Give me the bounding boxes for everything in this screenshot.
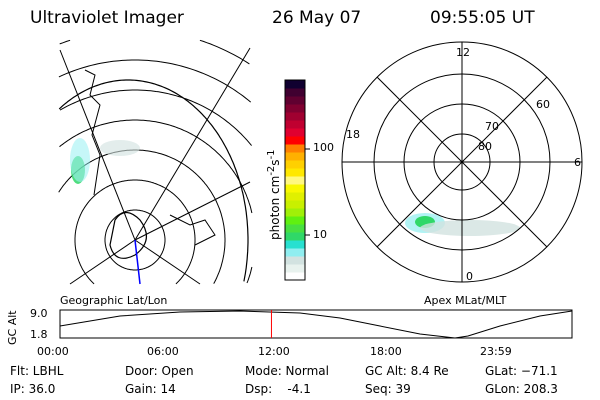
colorbar-swatch [285,112,305,121]
dsp: Dsp: -4.1 [245,382,311,396]
colorbar [285,80,305,281]
colorbar-tick: 100 [313,141,334,154]
y-tick: 1.8 [30,328,48,341]
door: Door: Open [125,364,194,378]
latitude-circle [58,59,252,103]
filter: Flt: LBHL [10,364,64,378]
lat-label: 70 [485,120,499,133]
colorbar-swatch [285,216,305,225]
colorbar-swatch [285,256,305,265]
latitude-circle [74,179,196,285]
colorbar-swatch [285,128,305,137]
latitude-circle [59,39,250,65]
gc-alt: GC Alt: 8.4 Re [365,364,449,378]
aurora-geo [70,138,140,184]
colorbar-swatch [285,144,305,153]
geographic-map [58,39,253,285]
aurora-polar [405,213,520,236]
colorbar-tick: 10 [313,228,327,241]
colorbar-label: photon cm-2s-1 [266,149,282,240]
colorbar-swatch [285,136,305,145]
lat-label: 80 [478,140,492,153]
glat: GLat: −71.1 [485,364,558,378]
coastline [84,69,216,246]
colorbar-swatch [285,200,305,209]
mode: Mode: Normal [245,364,329,378]
x-tick: 18:00 [370,345,402,358]
colorbar-swatch [285,240,305,249]
ip: IP: 36.0 [10,382,56,396]
x-tick: 06:00 [147,345,179,358]
colorbar-swatch [285,152,305,161]
limb-outline [58,79,249,282]
colorbar-swatch [285,168,305,177]
colorbar-swatch [285,272,305,281]
colorbar-swatch [285,264,305,273]
colorbar-swatch [285,176,305,185]
instrument-title: Ultraviolet Imager [30,8,184,28]
geographic-label: Geographic Lat/Lon [60,294,168,307]
timeline-ylabel: GC Alt [6,310,19,345]
x-tick: 00:00 [37,345,69,358]
mlt-label: 6 [574,156,581,169]
colorbar-swatch [285,248,305,257]
antarctica-coast [109,211,147,259]
satellite-track [134,239,141,285]
colorbar-swatch [285,104,305,113]
colorbar-swatch [285,232,305,241]
mlt-label: 12 [456,46,470,59]
date: 26 May 07 [272,8,362,28]
x-tick: 12:00 [258,345,290,358]
polar-plot [341,41,583,283]
colorbar-swatch [285,184,305,193]
y-tick: 9.0 [30,307,48,320]
x-tick: 23:59 [480,345,512,358]
latitude-circle [59,89,252,146]
mlt-label: 18 [346,128,360,141]
colorbar-swatch [285,80,305,89]
time: 09:55:05 UT [430,8,535,28]
glon: GLon: 208.3 [485,382,558,396]
colorbar-swatch [285,224,305,233]
colorbar-swatch [285,192,305,201]
apex-label: Apex MLat/MLT [424,294,507,307]
colorbar-swatch [285,160,305,169]
gain: Gain: 14 [125,382,176,396]
lat-label: 60 [536,98,550,111]
colorbar-swatch [285,208,305,217]
seq: Seq: 39 [365,382,411,396]
mlt-label: 0 [466,270,473,283]
colorbar-swatch [285,120,305,129]
altitude-timeline [59,309,573,339]
colorbar-swatch [285,96,305,105]
colorbar-swatch [285,88,305,97]
